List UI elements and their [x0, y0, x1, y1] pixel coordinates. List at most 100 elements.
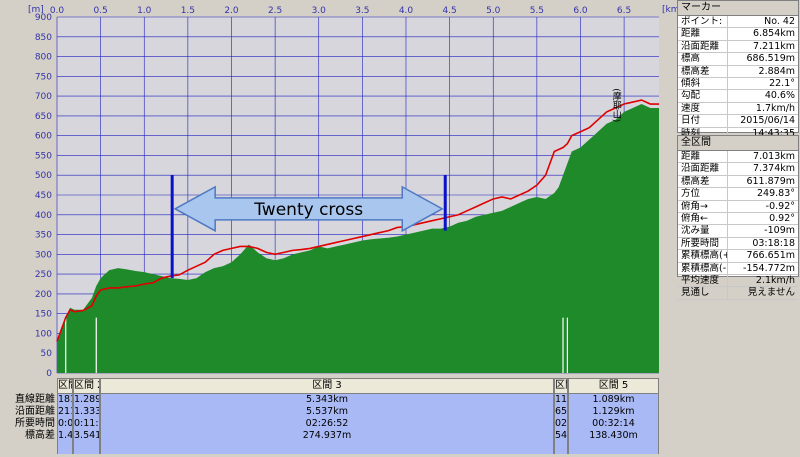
section-header[interactable]: 区間 2 — [73, 378, 100, 394]
x-tick-label: 1.5 — [181, 6, 195, 16]
info-row: 俯角→ -0.92° — [678, 200, 798, 213]
x-tick-label: 2.5 — [268, 6, 282, 16]
y-tick-label: 150 — [35, 310, 52, 320]
y-tick-label: 450 — [35, 191, 52, 201]
y-tick-label: 700 — [35, 92, 52, 102]
info-value: 2.1km/h — [755, 274, 795, 286]
x-tick-label: 4.5 — [442, 6, 456, 16]
annotation-text: Twenty cross — [253, 200, 363, 220]
info-value: 0.92° — [769, 212, 795, 224]
info-key: 時刻 — [678, 127, 728, 139]
y-tick-label: 250 — [35, 270, 52, 280]
segment-markers — [65, 317, 568, 373]
info-key: 距離 — [678, 28, 728, 40]
x-tick-label: 1.0 — [137, 6, 152, 16]
y-tick-label: 500 — [35, 171, 52, 181]
info-value: 2015/06/14 — [740, 115, 795, 127]
x-tick-label: 3.0 — [312, 6, 327, 16]
total-panel-title: 全区間 — [678, 136, 798, 151]
x-tick-label: 6.0 — [573, 6, 588, 16]
section-column: 5.343km 5.537km 02:26:52 274.937m — [100, 394, 554, 454]
route-line — [56, 99, 659, 342]
section-header[interactable]: 区間 1 — [57, 378, 73, 394]
marker-panel-title: マーカー — [678, 1, 798, 16]
section-table: 区間 1181121110:04:01.433区間 21.289km1.333k… — [57, 378, 659, 455]
section-cell: 1811 — [58, 394, 72, 405]
y-tick-label: 550 — [35, 151, 52, 161]
section-column: 1.089km 1.129km 00:32:14 138.430m — [568, 394, 659, 454]
info-row: 標高差 611.879m — [678, 175, 798, 189]
info-key: 見通し — [678, 287, 728, 299]
section-cell: 3.541 — [74, 430, 100, 441]
info-row: ポイント: No. 42 — [678, 16, 798, 29]
table-row-label: 所要時間 — [15, 418, 55, 429]
section-cell: 1.333km — [74, 406, 100, 417]
info-row: 標高差 2.884m — [678, 65, 798, 78]
info-row: 距離 7.013km — [678, 151, 798, 164]
info-key: 標高差 — [678, 175, 728, 188]
section-cell: 1.089km — [592, 394, 635, 405]
section-cell: 2111 — [58, 406, 72, 417]
info-row: 所要時間 03:18:18 — [678, 237, 798, 251]
section-header[interactable]: 区間 3 — [100, 378, 554, 394]
y-axis-ticks: 9008508007507006506005505004504003503002… — [35, 13, 52, 378]
table-row-labels: 直線距離 沿面距離 所要時間 標高差 — [0, 394, 57, 442]
info-row: 累積標高(+) 766.651m — [678, 250, 798, 263]
info-value: 1.7km/h — [755, 102, 795, 114]
y-tick-label: 900 — [35, 13, 52, 23]
info-key: 勾配 — [678, 90, 728, 102]
table-row-label: 直線距離 — [15, 394, 55, 405]
info-key: 累積標高(-) — [678, 262, 728, 274]
y-tick-label: 850 — [35, 33, 52, 43]
info-row: 標高 686.519m — [678, 53, 798, 66]
info-key: 沈み量 — [678, 225, 728, 237]
section-cell: 1.129km — [592, 406, 635, 417]
info-row: 日付 2015/06/14 — [678, 115, 798, 128]
x-tick-label: 2.0 — [224, 6, 239, 16]
info-value: No. 42 — [764, 16, 795, 27]
y-tick-label: 100 — [35, 329, 52, 339]
info-row: 俯角← 0.92° — [678, 212, 798, 226]
terrain-area — [57, 104, 659, 374]
info-value: 6.854km — [753, 28, 795, 40]
y-tick-label: 800 — [35, 53, 52, 63]
section-cell: 00:32:14 — [592, 418, 635, 429]
x-tick-label: 6.5 — [617, 6, 631, 16]
x-tick-label: 5.0 — [486, 6, 501, 16]
total-panel: 全区間 距離 7.013km 沿面距離 7.374km 標高差 611.879m 方位 249… — [677, 135, 799, 300]
section-header[interactable]: 区間 5 — [568, 378, 659, 394]
x-unit-label: [km] — [662, 5, 677, 15]
info-row: 累積標高(-) -154.772m — [678, 262, 798, 275]
info-value: 611.879m — [746, 175, 795, 187]
section-cell: 138.430m — [589, 430, 638, 441]
info-value: -0.92° — [765, 200, 795, 212]
x-tick-label: 4.0 — [399, 6, 414, 16]
info-value: 7.374km — [753, 163, 795, 175]
info-key: 所要時間 — [678, 237, 728, 250]
section-column: 11 65 02 54 — [554, 394, 568, 454]
info-value: 見えません — [747, 287, 795, 299]
y-tick-label: 750 — [35, 72, 52, 82]
info-value: 14:43:35 — [752, 127, 795, 139]
info-key: 標高差 — [678, 65, 728, 77]
info-value: 40.6% — [764, 90, 795, 102]
x-tick-label: 0.0 — [50, 6, 65, 16]
info-row: 沿面距離 7.211km — [678, 40, 798, 54]
section-column: 181121110:04:01.433 — [57, 394, 73, 454]
info-value: -154.772m — [743, 262, 795, 274]
section-cell: 5.343km — [306, 394, 348, 405]
section-column: 1.289km1.333km0:11:33.541 — [73, 394, 100, 454]
info-value: 22.1° — [769, 77, 795, 89]
table-row-label: 標高差 — [25, 430, 55, 441]
y-tick-label: 400 — [35, 211, 52, 221]
info-row: 距離 6.854km — [678, 28, 798, 41]
info-key: 日付 — [678, 115, 728, 127]
y-tick-label: 0 — [46, 369, 52, 378]
info-row: 平均速度 2.1km/h — [678, 274, 798, 288]
info-key: 平均速度 — [678, 274, 728, 287]
y-tick-label: 600 — [35, 132, 52, 142]
section-cell: 0:11:3 — [74, 418, 99, 429]
info-key: 俯角← — [678, 212, 728, 225]
info-key: 距離 — [678, 151, 728, 163]
section-header[interactable]: 区間 4 — [554, 378, 568, 394]
